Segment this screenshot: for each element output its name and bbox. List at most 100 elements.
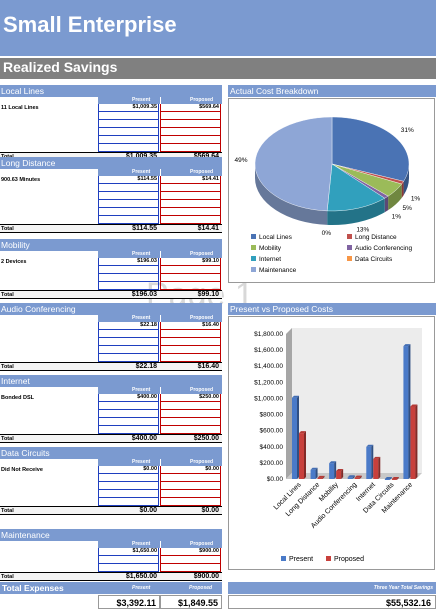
present-header-block <box>98 97 160 104</box>
present-cell[interactable] <box>98 208 159 216</box>
proposed-cell[interactable] <box>160 402 221 410</box>
proposed-cell[interactable] <box>160 128 221 136</box>
bar-chart-panel: Present vs Proposed Costs <box>228 303 436 315</box>
proposed-cell[interactable] <box>160 354 221 362</box>
present-cell[interactable] <box>98 136 159 144</box>
pie-chart-area[interactable]: 31% 1% 5% 1% 13% 0% 49% Local Lines Long Distanc… <box>228 98 435 283</box>
bar-top-proposed <box>299 431 306 434</box>
total-present: $22.18 <box>135 363 157 370</box>
proposed-cell[interactable] <box>160 346 221 354</box>
proposed-cell[interactable] <box>160 266 221 274</box>
proposed-cell[interactable]: $14.41 <box>160 176 221 184</box>
bar-present <box>310 469 316 479</box>
column-header-row: Present Proposed <box>0 459 222 466</box>
bar-side-proposed <box>304 431 306 479</box>
proposed-header-block <box>161 459 222 466</box>
proposed-cell[interactable] <box>160 192 221 200</box>
bar-present <box>292 397 297 479</box>
pie-legend-label: Internet <box>259 256 281 263</box>
proposed-cell[interactable] <box>160 112 221 120</box>
present-cell[interactable] <box>98 346 159 354</box>
present-cell[interactable] <box>98 330 159 338</box>
proposed-cell[interactable] <box>160 338 221 346</box>
present-cell[interactable] <box>98 402 159 410</box>
proposed-cell[interactable]: $99.10 <box>160 258 221 266</box>
proposed-cell[interactable]: $250.00 <box>160 394 221 402</box>
proposed-cell[interactable] <box>160 184 221 192</box>
subtitle-bar: Realized Savings <box>0 58 436 79</box>
present-cell[interactable] <box>98 354 159 362</box>
present-cell[interactable] <box>98 184 159 192</box>
proposed-cell[interactable] <box>160 200 221 208</box>
present-cell[interactable] <box>98 556 159 564</box>
present-cell[interactable] <box>98 410 159 418</box>
proposed-cell[interactable] <box>160 556 221 564</box>
present-cell[interactable] <box>98 216 159 224</box>
present-cell[interactable] <box>98 338 159 346</box>
total-proposed: $16.40 <box>197 363 219 370</box>
page-subtitle: Realized Savings <box>3 59 118 75</box>
bar-chart-area[interactable]: $0.00 $200.00 $400.00 $600.00 $800.00 $1,000.… <box>228 316 435 570</box>
present-cell[interactable] <box>98 120 159 128</box>
present-cell[interactable]: $400.00 <box>98 394 159 402</box>
present-cell[interactable]: $0.00 <box>98 466 159 474</box>
proposed-cell[interactable] <box>160 474 221 482</box>
bar-chart-header: Present vs Proposed Costs <box>228 303 436 315</box>
present-cell[interactable] <box>98 482 159 490</box>
proposed-cell[interactable] <box>160 490 221 498</box>
proposed-cell[interactable]: $569.64 <box>160 104 221 112</box>
present-cell[interactable] <box>98 426 159 434</box>
present-cell[interactable] <box>98 282 159 290</box>
proposed-cell[interactable]: $0.00 <box>160 466 221 474</box>
proposed-cell[interactable] <box>160 136 221 144</box>
proposed-cell[interactable] <box>160 282 221 290</box>
proposed-cell[interactable] <box>160 120 221 128</box>
pie-chart-svg: 31%1%5%1%13%0%49%Local Lines Long Distanc… <box>235 116 420 274</box>
bar-proposed <box>299 433 304 479</box>
proposed-cell[interactable] <box>160 216 221 224</box>
present-cell[interactable] <box>98 490 159 498</box>
pie-data-label: 13% <box>356 227 369 234</box>
present-cell[interactable]: $114.55 <box>98 176 159 184</box>
proposed-cell[interactable]: $16.40 <box>160 322 221 330</box>
proposed-cell[interactable] <box>160 208 221 216</box>
pie-slice-0 <box>331 116 410 182</box>
line-item-row <box>0 490 222 498</box>
present-cell[interactable] <box>98 144 159 152</box>
present-cell[interactable] <box>98 564 159 572</box>
present-cell[interactable] <box>98 498 159 506</box>
line-item-row <box>0 282 222 290</box>
present-cell[interactable] <box>98 266 159 274</box>
present-cell[interactable] <box>98 274 159 282</box>
present-cell[interactable] <box>98 112 159 120</box>
line-item-row: Did Not Receive $0.00 $0.00 <box>0 466 222 474</box>
proposed-cell[interactable] <box>160 330 221 338</box>
present-cell[interactable] <box>98 474 159 482</box>
present-cell[interactable] <box>98 128 159 136</box>
pie-slice-4 <box>326 163 386 212</box>
proposed-cell[interactable] <box>160 482 221 490</box>
proposed-cell[interactable]: $900.00 <box>160 548 221 556</box>
proposed-cell[interactable] <box>160 564 221 572</box>
present-cell[interactable]: $1,650.00 <box>98 548 159 556</box>
proposed-cell[interactable] <box>160 274 221 282</box>
column-header-row: Present Proposed <box>0 97 222 104</box>
present-cell[interactable]: $196.03 <box>98 258 159 266</box>
proposed-cell[interactable] <box>160 144 221 152</box>
line-item-row: $22.18 $16.40 <box>0 322 222 330</box>
proposed-cell[interactable] <box>160 410 221 418</box>
present-cell[interactable]: $22.18 <box>98 322 159 330</box>
proposed-cell[interactable] <box>160 426 221 434</box>
three-year-value: $55,532.16 <box>385 598 431 608</box>
present-cell[interactable] <box>98 418 159 426</box>
y-tick-label: $1,200.00 <box>254 379 283 386</box>
present-cell[interactable] <box>98 200 159 208</box>
proposed-header-block <box>161 169 222 176</box>
section-header: Data Circuits <box>0 447 222 459</box>
present-cell[interactable] <box>98 192 159 200</box>
present-cell[interactable]: $1,009.35 <box>98 104 159 112</box>
proposed-cell[interactable] <box>160 498 221 506</box>
present-header-block <box>98 387 160 394</box>
line-item-name: Bonded DSL <box>1 395 34 401</box>
proposed-cell[interactable] <box>160 418 221 426</box>
